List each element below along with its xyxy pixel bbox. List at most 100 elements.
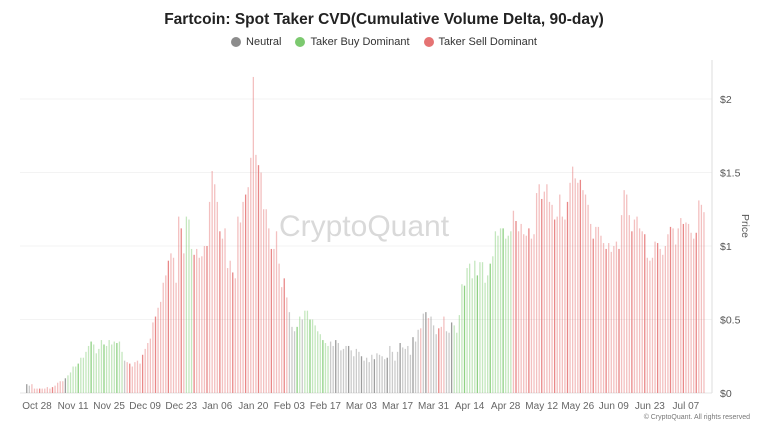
x-tick-label: May 26 (561, 401, 594, 412)
bar-buy (489, 263, 491, 393)
bar-buy (502, 228, 504, 393)
sell-dot-icon (423, 37, 434, 47)
bar-sell (700, 204, 703, 393)
x-tick-label: Dec 09 (129, 401, 161, 412)
bar-buy (322, 340, 324, 393)
bar-sell (255, 154, 257, 393)
bar-sell (252, 76, 254, 393)
bar-sell (33, 388, 36, 393)
bar-buy (463, 285, 466, 393)
bar-neutral (378, 354, 381, 393)
bar-sell (180, 228, 182, 393)
bar-sell (244, 194, 247, 393)
bar-sell (646, 257, 648, 393)
bar-sell (695, 232, 697, 393)
bar-sell (703, 212, 705, 393)
bar-buy (72, 366, 74, 393)
bar-neutral (425, 312, 427, 393)
watermark: CryptoQuant (279, 210, 450, 243)
bar-sell (126, 362, 128, 393)
bar-neutral (350, 350, 352, 393)
x-tick-label: Jan 20 (238, 401, 268, 412)
bar-sell (690, 232, 692, 393)
bar-sell (250, 157, 252, 393)
bar-neutral (412, 337, 414, 393)
bar-neutral (399, 343, 401, 393)
bar-neutral (293, 331, 296, 393)
bar-sell (170, 253, 172, 393)
legend-item-neutral[interactable]: Neutral (231, 36, 281, 48)
bar-sell (232, 272, 234, 393)
bar-neutral (368, 362, 370, 393)
x-tick-label: Jul 07 (673, 401, 700, 412)
bar-sell (548, 201, 551, 393)
bar-sell (577, 182, 579, 393)
bar-buy (185, 216, 188, 393)
bar-sell (569, 182, 571, 393)
bar-buy (188, 219, 190, 393)
bar-sell (525, 235, 527, 393)
bar-sell (641, 231, 643, 393)
bar-sell (57, 382, 59, 393)
bar-sell (512, 210, 515, 393)
bar-sell (610, 251, 612, 393)
bar-neutral (366, 357, 368, 393)
bar-buy (497, 235, 499, 393)
bar-neutral (345, 345, 347, 393)
bar-sell (278, 263, 280, 393)
bar-buy (466, 268, 468, 393)
bar-buy (296, 326, 298, 393)
bar-sell (420, 328, 422, 393)
bar-sell (556, 216, 558, 393)
copyright: © CryptoQuant. All rights reserved (643, 414, 750, 421)
bar-buy (456, 332, 458, 393)
bar-sell (693, 238, 695, 393)
x-tick-label: Mar 31 (418, 401, 450, 412)
y-tick-label: $1.5 (720, 168, 741, 180)
bar-neutral (381, 356, 383, 393)
bar-sell (551, 204, 553, 393)
bar-sell (638, 228, 641, 393)
bar-buy (100, 340, 103, 393)
bar-neutral (342, 348, 345, 393)
bar-sell (564, 219, 566, 393)
x-tick-label: Mar 03 (346, 401, 378, 412)
bar-neutral (407, 345, 409, 393)
legend-item-buy[interactable]: Taker Buy Dominant (295, 36, 410, 48)
bar-neutral (414, 341, 417, 393)
bar-buy (95, 353, 97, 393)
bar-neutral (402, 347, 404, 393)
bar-sell (239, 222, 242, 393)
bar-buy (190, 248, 193, 393)
bar-sell (219, 231, 221, 393)
x-tick-label: Nov 25 (93, 401, 125, 412)
bar-sell (675, 244, 677, 393)
bar-sell (517, 231, 520, 393)
bar-sell (592, 238, 594, 393)
bar-sell (528, 228, 530, 393)
bar-neutral (337, 343, 339, 393)
bar-neutral (430, 316, 432, 393)
bar-neutral (123, 360, 126, 393)
bar-sell (664, 246, 666, 393)
bar-neutral (384, 359, 386, 393)
bar-sell (669, 226, 672, 393)
bar-buy (306, 310, 309, 393)
x-tick-label: Apr 14 (455, 401, 485, 412)
y-tick-label: $0.5 (720, 315, 741, 327)
bar-sell (582, 190, 584, 393)
bar-neutral (389, 345, 391, 393)
bar-sell (224, 228, 226, 393)
bar-neutral (422, 313, 424, 393)
bar-neutral (409, 354, 412, 393)
bar-buy (481, 262, 484, 393)
x-tick-label: Jun 23 (635, 401, 665, 412)
bar-sell (595, 226, 597, 393)
bar-sell (281, 287, 283, 393)
bar-sell (535, 193, 538, 393)
bar-sell (587, 204, 589, 393)
bar-sell (141, 354, 144, 393)
bar-sell (541, 198, 543, 393)
bar-sell (600, 235, 602, 393)
legend-item-sell[interactable]: Taker Sell Dominant (423, 36, 537, 48)
